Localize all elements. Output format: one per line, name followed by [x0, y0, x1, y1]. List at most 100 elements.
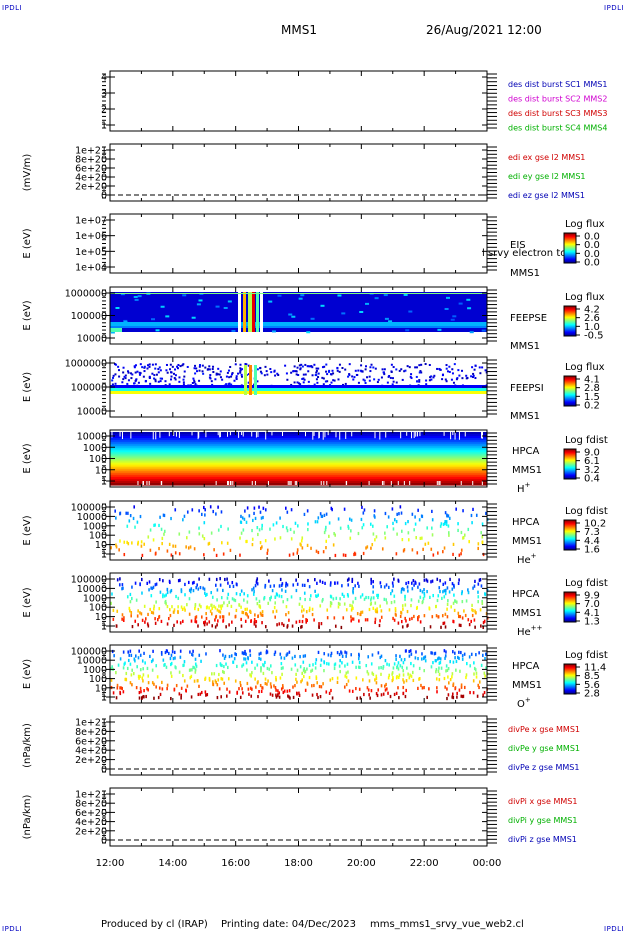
spectrogram-cell — [399, 654, 401, 658]
species-charge: ++ — [531, 624, 543, 632]
spectrogram-cell — [231, 329, 236, 332]
spectrogram-cell — [412, 664, 415, 668]
spectrogram-cell — [378, 666, 380, 670]
spectrogram-cell — [146, 666, 149, 671]
spectrogram-cell — [471, 521, 473, 525]
spectrogram-cell — [485, 666, 487, 670]
spectrogram-cell — [401, 665, 404, 669]
spectrogram-cell — [125, 511, 128, 515]
spectrogram-cell — [279, 676, 282, 680]
spectrogram-cell — [285, 613, 287, 617]
spectrogram-cell — [218, 373, 221, 376]
spectrogram-cell — [176, 365, 179, 368]
spectrogram-cell — [121, 587, 123, 591]
spectrogram-cell — [339, 526, 342, 530]
y-tick-label: 1000 — [83, 665, 107, 676]
spectrogram-cell — [165, 363, 168, 366]
spectrogram-cell — [266, 682, 268, 686]
spectrogram-cell — [112, 691, 115, 695]
spectrogram-cell — [134, 525, 136, 529]
spectrogram-cell — [170, 371, 173, 374]
spectrogram-cell — [129, 681, 132, 685]
legend-entry: des dist burst SC3 MMS3 — [508, 109, 607, 118]
y-tick-label: 1e+21 — [75, 146, 107, 157]
spectrogram-cell — [420, 657, 423, 661]
spectrogram-cell — [257, 532, 259, 537]
spectrogram-cell — [256, 380, 259, 383]
spectrogram-cell — [177, 363, 180, 366]
spectrogram-cell — [308, 585, 311, 589]
spectrogram-cell — [123, 540, 126, 544]
spectrogram-cell — [431, 526, 433, 530]
spectrogram-cell — [317, 367, 320, 370]
spectrogram-cell — [270, 371, 273, 374]
spectrogram-cell — [332, 543, 335, 547]
species-label: He++ — [517, 624, 543, 638]
spectrogram-cell — [347, 375, 350, 378]
spectrogram-cell — [259, 604, 261, 608]
spectrogram-cell — [169, 656, 172, 661]
spectrogram-cell — [306, 331, 311, 334]
spectrogram-cell — [307, 527, 309, 532]
spectrogram-cell — [250, 674, 253, 678]
spectrogram-cell — [306, 365, 309, 368]
spectrogram-cell — [470, 619, 472, 624]
spectrogram-gap — [351, 432, 353, 437]
spectrogram-cell — [271, 693, 274, 697]
spectrogram-cell — [298, 691, 300, 695]
spectrogram-cell — [451, 582, 454, 586]
spectrogram-cell — [138, 373, 141, 376]
spectrogram-cell — [397, 578, 400, 582]
x-tick-label: 12:00 — [96, 858, 125, 869]
spectrogram-cell — [328, 691, 331, 695]
spectrogram-cell — [194, 617, 197, 621]
spectrogram-cell — [247, 381, 250, 384]
spectrogram-cell — [361, 526, 364, 530]
spectrogram-cell — [351, 604, 353, 608]
spectrogram-cell — [423, 669, 426, 673]
spectrogram-cell — [204, 366, 207, 369]
spectrogram-cell — [300, 625, 302, 629]
spectrogram-cell — [334, 581, 336, 585]
spectrogram-cell — [398, 512, 400, 516]
spectrogram-cell — [376, 593, 378, 598]
spectrogram-cell — [344, 674, 347, 678]
spacecraft-label: MMS1 — [512, 465, 542, 476]
spectrogram-cell — [481, 599, 483, 604]
spectrogram-cell — [464, 613, 467, 618]
spectrogram-cell — [402, 673, 405, 677]
spectrogram-cell — [158, 607, 161, 611]
spectrogram-cell — [180, 605, 183, 609]
spectrogram-cell — [411, 616, 413, 621]
spectrogram-cell — [207, 542, 210, 546]
spectrogram-cell — [315, 371, 318, 374]
spectrogram-cell — [441, 614, 444, 618]
spectrogram-cell — [313, 618, 315, 622]
spectrogram-cell — [126, 524, 129, 528]
spectrogram-cell — [226, 603, 229, 608]
colorbar-tick-label: 4.1 — [584, 608, 600, 619]
spectrogram-cell — [344, 553, 347, 558]
spectrogram-cell — [274, 595, 277, 599]
spectrogram-cell — [165, 602, 167, 606]
spectrogram-cell — [239, 553, 241, 557]
spectrogram-cell — [465, 675, 467, 680]
spectrogram-cell — [282, 666, 284, 670]
spectrogram-cell — [137, 295, 142, 298]
spectrogram-cell — [341, 312, 346, 315]
spectrogram-cell — [405, 329, 410, 332]
x-tick-label: 18:00 — [284, 858, 313, 869]
spectrogram-cell — [190, 619, 193, 623]
spectrogram-cell — [310, 546, 312, 550]
spectrogram-cell — [438, 672, 441, 676]
spectrogram-cell — [369, 370, 372, 373]
spectrogram-cell — [133, 382, 136, 385]
x-tick-label: 00:00 — [473, 858, 502, 869]
spectrogram-gap — [251, 432, 253, 437]
spectrogram-cell — [149, 654, 151, 659]
spectrogram-cell — [253, 621, 256, 625]
spectrogram-gap — [323, 481, 325, 485]
spectrogram-cell — [374, 538, 376, 542]
spectrogram-cell — [131, 683, 133, 687]
spectrogram-cell — [367, 596, 370, 600]
